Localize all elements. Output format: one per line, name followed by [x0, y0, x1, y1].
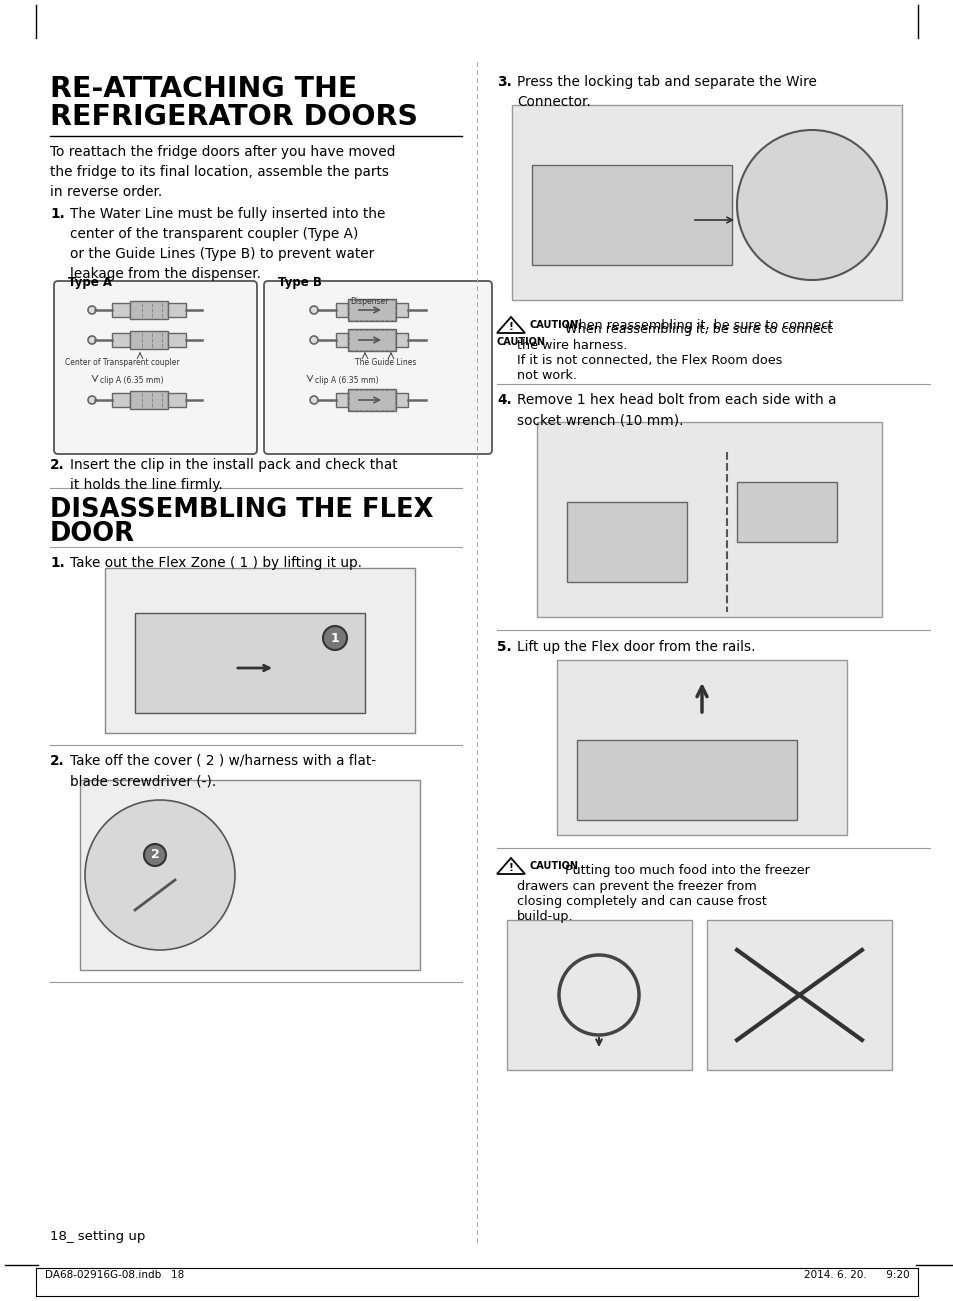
Circle shape: [310, 396, 317, 405]
Text: CAUTION: CAUTION: [530, 320, 578, 330]
Bar: [130, 330, 168, 349]
Text: Type A: Type A: [68, 276, 112, 289]
Bar: [335, 303, 348, 317]
Bar: [395, 333, 408, 347]
Text: The Guide Lines: The Guide Lines: [355, 358, 416, 367]
Bar: [512, 105, 901, 301]
Bar: [566, 502, 686, 582]
Text: The Water Line must be fully inserted into the
center of the transparent coupler: The Water Line must be fully inserted in…: [70, 207, 385, 281]
Text: 5.: 5.: [497, 640, 511, 654]
Text: DA68-02916G-08.indb   18: DA68-02916G-08.indb 18: [45, 1270, 184, 1280]
Text: If it is not connected, the Flex Room does: If it is not connected, the Flex Room do…: [517, 354, 781, 367]
Circle shape: [737, 130, 886, 280]
Bar: [80, 781, 419, 971]
Bar: [168, 303, 186, 317]
Text: build-up.: build-up.: [517, 909, 573, 922]
Bar: [737, 481, 836, 543]
Bar: [349, 301, 395, 320]
Bar: [577, 740, 796, 820]
Circle shape: [88, 336, 96, 343]
Circle shape: [88, 306, 96, 314]
Bar: [168, 333, 186, 347]
Text: RE-ATTACHING THE: RE-ATTACHING THE: [50, 75, 357, 103]
Text: 2014. 6. 20.      9:20: 2014. 6. 20. 9:20: [803, 1270, 909, 1280]
Bar: [335, 393, 348, 407]
Polygon shape: [497, 857, 524, 874]
Text: clip A (6.35 mm): clip A (6.35 mm): [100, 376, 164, 385]
Bar: [349, 390, 395, 410]
Circle shape: [310, 336, 317, 343]
Bar: [105, 569, 415, 732]
Text: DOOR: DOOR: [50, 520, 135, 546]
Bar: [348, 299, 395, 321]
Text: Take out the Flex Zone ( 1 ) by lifting it up.: Take out the Flex Zone ( 1 ) by lifting …: [70, 556, 361, 570]
Bar: [706, 920, 891, 1069]
Text: Insert the clip in the install pack and check that
it holds the line firmly.: Insert the clip in the install pack and …: [70, 458, 397, 492]
Text: drawers can prevent the freezer from: drawers can prevent the freezer from: [517, 879, 756, 892]
Text: 3.: 3.: [497, 75, 511, 88]
Circle shape: [88, 396, 96, 405]
Bar: [112, 303, 130, 317]
Circle shape: [144, 844, 166, 866]
Circle shape: [85, 800, 234, 950]
Text: 2.: 2.: [50, 458, 65, 472]
Bar: [395, 303, 408, 317]
Text: Putting too much food into the freezer: Putting too much food into the freezer: [564, 864, 809, 877]
Bar: [532, 165, 731, 265]
Bar: [557, 660, 846, 835]
Text: REFRIGERATOR DOORS: REFRIGERATOR DOORS: [50, 103, 417, 131]
Text: 1: 1: [331, 631, 339, 644]
Text: To reattach the fridge doors after you have moved
the fridge to its final locati: To reattach the fridge doors after you h…: [50, 144, 395, 199]
Text: When reassembling it, be sure to connect: When reassembling it, be sure to connect: [564, 323, 831, 336]
Circle shape: [323, 626, 347, 650]
Text: Type B: Type B: [277, 276, 321, 289]
Polygon shape: [497, 317, 524, 333]
Bar: [335, 333, 348, 347]
Text: CAUTION: CAUTION: [530, 861, 578, 870]
Text: Lift up the Flex door from the rails.: Lift up the Flex door from the rails.: [517, 640, 755, 654]
Text: clip A (6.35 mm): clip A (6.35 mm): [314, 376, 378, 385]
Bar: [395, 393, 408, 407]
Text: 2.: 2.: [50, 755, 65, 768]
Bar: [506, 920, 691, 1069]
Bar: [112, 393, 130, 407]
Bar: [130, 392, 168, 409]
Text: !: !: [508, 863, 513, 873]
Text: not work.: not work.: [517, 369, 577, 382]
Text: 18_ setting up: 18_ setting up: [50, 1229, 145, 1242]
FancyBboxPatch shape: [54, 281, 256, 454]
Circle shape: [310, 306, 317, 314]
Text: 4.: 4.: [497, 393, 511, 407]
Text: CAUTION: CAUTION: [497, 337, 545, 347]
FancyBboxPatch shape: [264, 281, 492, 454]
Text: 2: 2: [151, 848, 159, 861]
Bar: [348, 329, 395, 351]
Bar: [135, 613, 365, 713]
Text: 1.: 1.: [50, 556, 65, 570]
Text: When reassembling it, be sure to connect: When reassembling it, be sure to connect: [530, 319, 832, 332]
Text: Center of Transparent coupler: Center of Transparent coupler: [65, 358, 179, 367]
Text: 1.: 1.: [50, 207, 65, 221]
Text: Take off the cover ( 2 ) w/harness with a flat-
blade screwdriver (-).: Take off the cover ( 2 ) w/harness with …: [70, 755, 375, 788]
Text: DISASSEMBLING THE FLEX: DISASSEMBLING THE FLEX: [50, 497, 433, 523]
Text: Press the locking tab and separate the Wire
Connector.: Press the locking tab and separate the W…: [517, 75, 816, 109]
Text: the wire harness.: the wire harness.: [517, 340, 627, 353]
Text: !: !: [508, 323, 513, 332]
Bar: [168, 393, 186, 407]
Text: Dispenser: Dispenser: [350, 297, 388, 306]
Text: closing completely and can cause frost: closing completely and can cause frost: [517, 895, 766, 908]
Text: Remove 1 hex head bolt from each side with a
socket wrench (10 mm).: Remove 1 hex head bolt from each side wi…: [517, 393, 836, 427]
Bar: [349, 330, 395, 350]
Bar: [537, 422, 882, 617]
Bar: [348, 389, 395, 411]
Bar: [130, 301, 168, 319]
Bar: [112, 333, 130, 347]
